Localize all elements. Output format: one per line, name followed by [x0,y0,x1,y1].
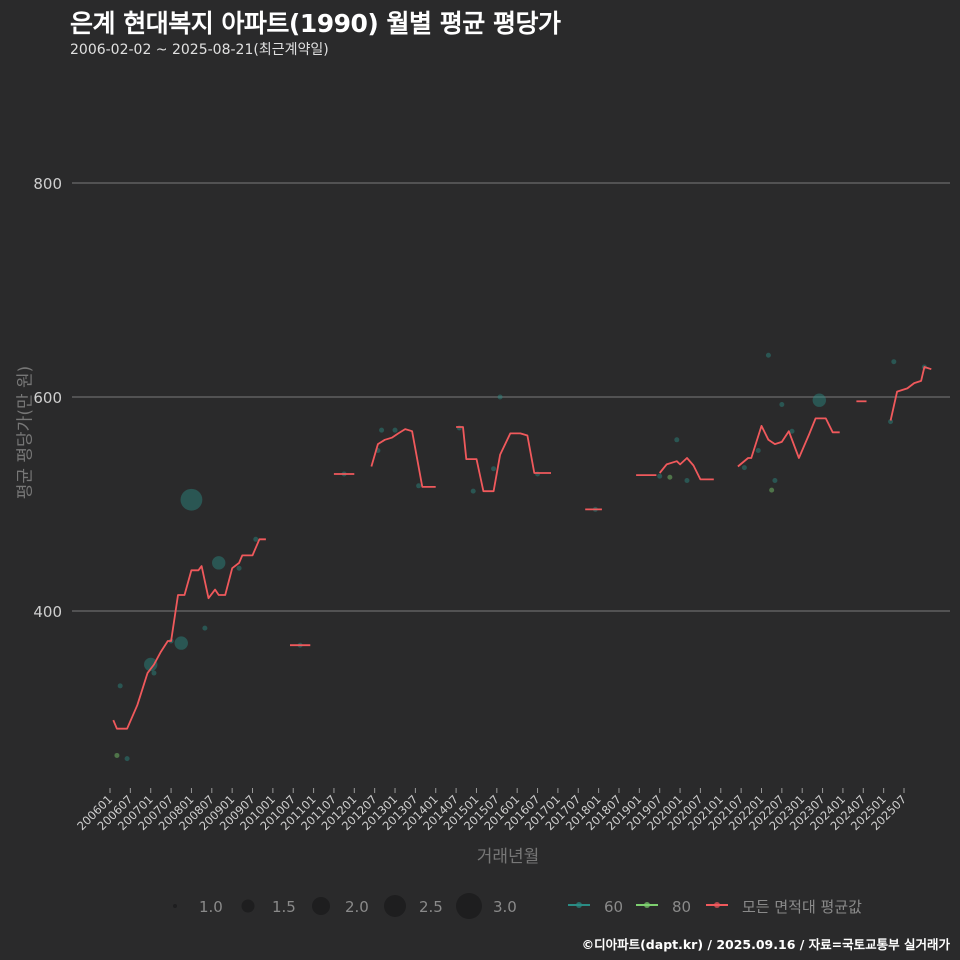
data-point-60 [765,352,771,358]
data-point-60 [117,683,123,689]
data-point-60 [202,625,208,631]
size-legend-label: 3.0 [493,898,517,916]
x-axis-label: 거래년월 [476,847,540,867]
data-point-60 [891,359,897,365]
y-tick-label: 600 [33,389,62,407]
series-legend-dot [644,902,650,908]
data-point-60 [392,427,398,433]
data-point-60 [497,394,503,400]
data-point-60 [657,473,663,479]
data-point-60 [212,556,226,570]
data-point-60 [124,756,130,762]
average-line [370,428,436,488]
series-legend-label: 60 [604,898,623,916]
data-point-60 [416,483,422,489]
data-point-60 [253,536,259,542]
chart-title: 은계 현대복지 아파트(1990) 월별 평균 평당가 [70,9,561,38]
average-line [456,426,551,493]
data-point-60 [674,437,680,443]
series-legend-dot [576,902,582,908]
size-legend-icon [241,899,255,913]
data-point-60 [741,465,747,471]
series-legend-dot [714,902,720,908]
average-line [737,417,840,468]
size-legend-icon [384,895,406,917]
data-point-60 [236,565,242,571]
series-legend-label: 모든 면적대 평균값 [742,898,862,916]
data-point-80 [667,474,673,480]
data-point-60 [151,670,157,676]
size-legend-label: 2.0 [345,898,369,916]
data-point-60 [684,477,690,483]
data-point-60 [174,636,188,650]
data-point-60 [180,488,203,511]
average-line [658,457,714,481]
data-point-60 [772,477,778,483]
data-point-60 [888,419,894,425]
data-point-60 [789,428,795,434]
y-axis-label: 평균 평당가(만 원) [15,365,36,500]
chart-subtitle: 2006-02-02 ~ 2025-08-21(최근계약일) [70,42,329,58]
size-legend-icon [173,904,177,908]
data-point-80 [114,752,120,758]
data-point-60 [779,401,785,407]
size-legend-label: 2.5 [419,898,443,916]
size-legend-icon [456,893,482,919]
average-line [889,366,932,421]
data-point-60 [144,657,158,672]
average-line [112,538,266,730]
data-point-60 [812,393,827,407]
series-legend-label: 80 [672,898,691,916]
data-point-80 [769,487,775,493]
size-legend-label: 1.0 [199,898,223,916]
data-point-60 [755,448,761,453]
size-legend-icon [312,897,330,915]
y-tick-label: 800 [33,175,62,193]
size-legend-label: 1.5 [272,898,296,916]
y-tick-label: 400 [33,603,62,621]
data-point-60 [379,427,385,433]
data-point-60 [470,488,476,494]
data-point-60 [491,466,497,472]
source-caption: ©디아파트(dapt.kr) / 2025.09.16 / 자료=국토교통부 실… [581,937,950,952]
